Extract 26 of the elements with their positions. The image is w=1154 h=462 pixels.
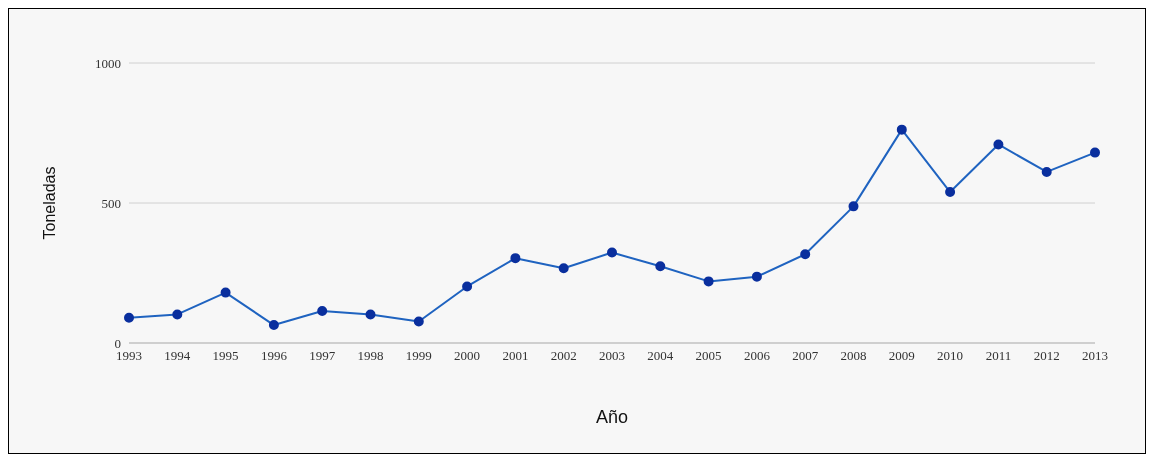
y-tick-label: 1000 (95, 55, 121, 71)
x-tick-label: 1993 (116, 348, 142, 364)
x-tick-label: 2010 (937, 348, 964, 364)
x-tick-label: 2001 (502, 348, 529, 364)
x-tick-label: 1997 (309, 348, 336, 364)
x-tick-label: 2005 (695, 348, 722, 364)
y-axis-title: Toneladas (40, 166, 58, 240)
y-tick-label: 500 (101, 195, 121, 211)
x-axis-title: Año (595, 407, 629, 427)
x-tick-label: 2004 (647, 348, 674, 364)
x-tick-label: 2013 (1082, 348, 1108, 364)
x-tick-label: 1996 (260, 348, 288, 364)
x-tick-label: 2007 (792, 348, 819, 364)
x-tick-label: 2002 (550, 348, 577, 364)
x-tick-label: 2012 (1033, 348, 1060, 364)
y-tick-label: 0 (114, 335, 121, 351)
x-tick-label: 2003 (599, 348, 625, 364)
x-tick-label: 1999 (405, 348, 432, 364)
x-tick-label: 1994 (164, 348, 191, 364)
x-tick-label: 2011 (985, 348, 1012, 364)
x-tick-label: 1995 (212, 348, 239, 364)
x-tick-label: 2000 (454, 348, 481, 364)
x-tick-label: 2008 (840, 348, 867, 364)
x-tick-label: 2009 (888, 348, 915, 364)
x-tick-label: 1998 (357, 348, 384, 364)
x-tick-label: 2006 (743, 348, 771, 364)
